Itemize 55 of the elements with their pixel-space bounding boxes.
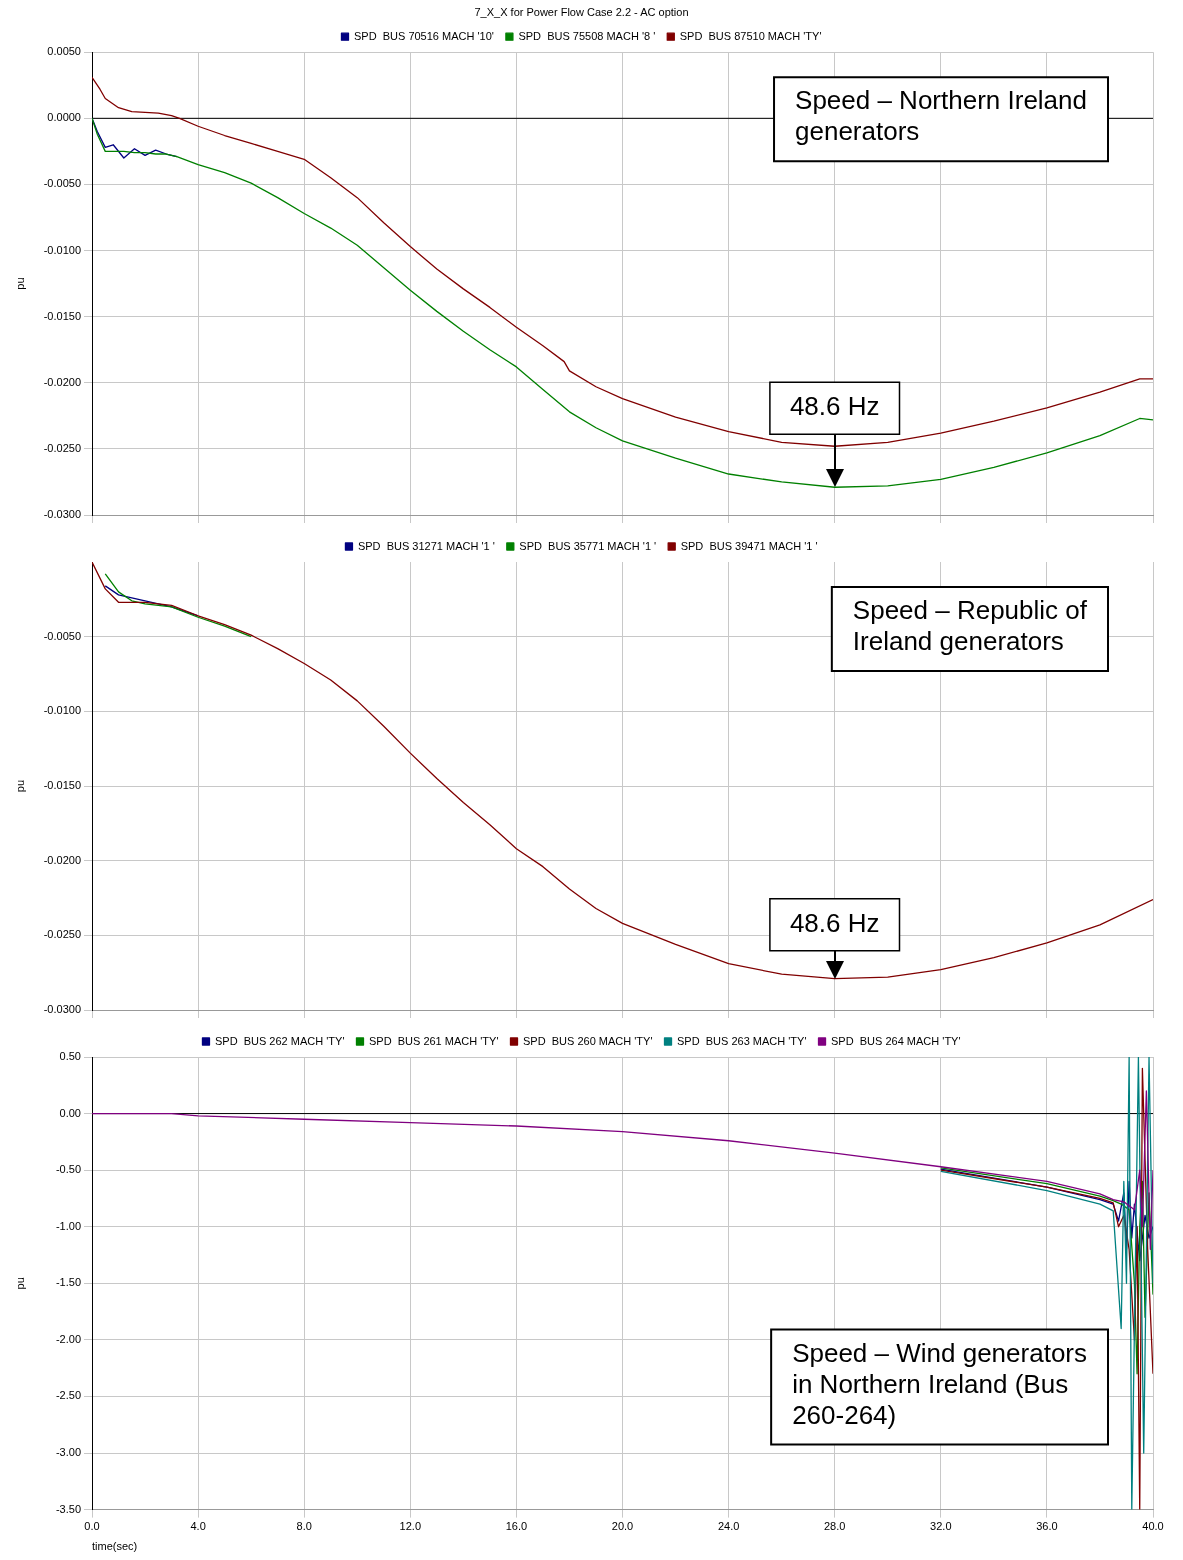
annotation: Speed – Republic of Ireland generators [852,595,1088,657]
legend-label: SPD BUS 261 MACH 'TY' [368,1034,499,1047]
x-tick-label: 0.0 [84,1520,100,1533]
legend-label: SPD BUS 87510 MACH 'TY' [679,29,822,42]
y-tick-label: -0.50 [55,1163,81,1176]
y-tick-label: -0.0150 [43,779,81,792]
x-tick-label: 20.0 [611,1520,634,1533]
y-tick-label: -2.50 [55,1389,81,1402]
legend-label: SPD BUS 70516 MACH '10' [353,29,494,42]
x-tick-label: 36.0 [1036,1520,1058,1533]
x-tick-label: 28.0 [823,1520,846,1533]
y-tick-label: 0.0000 [47,111,81,124]
y-tick-label: -1.50 [55,1276,81,1289]
y-axis-title: pu [13,277,26,290]
legend-label: SPD BUS 262 MACH 'TY' [214,1034,345,1047]
x-tick-label: 40.0 [1142,1520,1164,1533]
x-tick-label: 24.0 [717,1520,740,1533]
y-tick-label: -0.0100 [43,243,81,256]
y-tick-label: -0.0100 [43,704,81,717]
annotation: Speed – Wind generators in Northern Ireland (Bus 260-264) [792,1337,1088,1430]
y-tick-label: -0.0250 [43,928,81,941]
legend-label: SPD BUS 75508 MACH '8 ' [518,29,656,42]
y-tick-label: -2.00 [55,1332,81,1345]
legend-label: SPD BUS 264 MACH 'TY' [831,1034,961,1047]
y-axis-title: pu [13,779,26,793]
x-tick-label: 16.0 [505,1520,528,1533]
y-tick-label: -0.0050 [43,177,81,190]
x-axis-title: time(sec) [92,1540,138,1553]
y-tick-label: -0.0050 [43,629,81,642]
y-tick-label: 0.50 [59,1050,81,1063]
y-tick-label: -0.0200 [43,853,81,866]
legend-label: SPD BUS 263 MACH 'TY' [677,1034,807,1047]
legend-label: SPD BUS 260 MACH 'TY' [522,1034,653,1047]
chart-title: 7_X_X for Power Flow Case 2.2 - AC option [474,5,689,18]
annotation: 48.6 Hz [789,907,880,938]
x-tick-label: 12.0 [399,1520,422,1533]
y-tick-label: -0.0150 [43,309,81,322]
y-tick-label: -3.50 [55,1502,81,1515]
y-tick-label: -0.0250 [43,441,81,454]
y-tick-label: -1.00 [55,1219,81,1232]
y-tick-label: 0.0050 [47,45,81,58]
x-tick-label: 8.0 [296,1520,312,1533]
y-tick-label: -0.0300 [43,1003,81,1016]
y-tick-label: -0.0300 [43,508,81,521]
legend-label: SPD BUS 31271 MACH '1 ' [357,539,495,552]
x-tick-label: 32.0 [930,1520,952,1533]
annotation: Speed – Northern Ireland generators [795,85,1087,147]
y-tick-label: -3.00 [55,1446,81,1459]
y-tick-label: 0.00 [59,1106,81,1119]
annotation: 48.6 Hz [789,391,880,422]
y-axis-title: pu [13,1277,26,1290]
legend-label: SPD BUS 39471 MACH '1 ' [680,539,818,552]
legend-label: SPD BUS 35771 MACH '1 ' [519,539,657,552]
x-tick-label: 4.0 [190,1520,206,1533]
y-tick-label: -0.0200 [43,375,81,388]
